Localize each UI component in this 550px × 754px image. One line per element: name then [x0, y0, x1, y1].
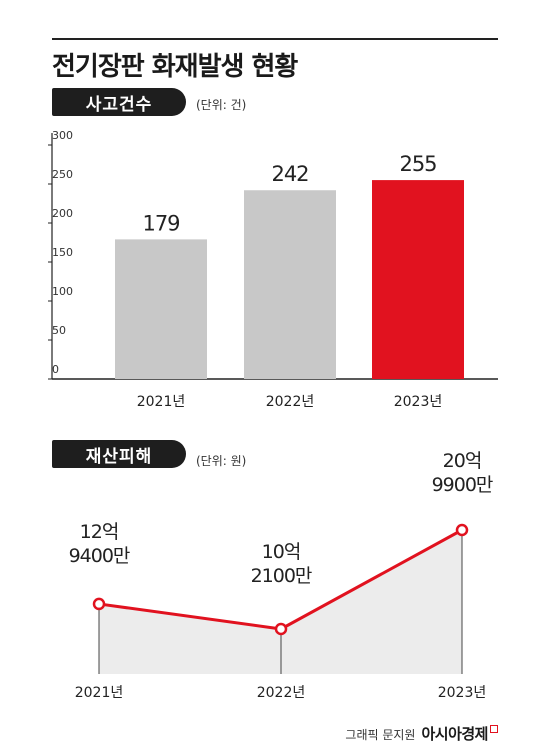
top-rule — [52, 38, 498, 40]
point-value-label-line2: 9400만 — [69, 545, 130, 567]
bar — [244, 190, 336, 379]
bar-value-label: 255 — [399, 152, 436, 176]
bar — [115, 239, 207, 379]
brand-logo: 아시아경제 — [421, 723, 498, 744]
x-tick-label: 2021년 — [137, 394, 186, 410]
line-point — [92, 597, 106, 611]
point-value-label-line2: 9900만 — [432, 474, 493, 496]
point-value-label-line1: 12억 — [80, 521, 119, 543]
y-tick-label: 200 — [52, 207, 73, 220]
line-point — [455, 523, 469, 537]
brand-name: 아시아경제 — [421, 725, 488, 743]
section-label-damage: 재산피해 — [52, 440, 186, 468]
unit-label-accidents: (단위: 건) — [196, 98, 247, 112]
point-value-label-line2: 2100만 — [251, 565, 312, 587]
x-tick-label: 2021년 — [75, 685, 124, 701]
brand-mark-icon — [490, 725, 498, 733]
point-value-label-line1: 20억 — [443, 450, 482, 472]
y-tick-label: 150 — [52, 246, 73, 259]
bar — [372, 180, 464, 379]
x-tick-label: 2023년 — [394, 394, 443, 410]
x-tick-label: 2022년 — [266, 394, 315, 410]
x-tick-label: 2023년 — [438, 685, 487, 701]
credit: 그래픽 문지원 아시아경제 — [345, 723, 498, 744]
x-tick-label: 2022년 — [257, 685, 306, 701]
y-tick-label: 250 — [52, 168, 73, 181]
point-value-label-line1: 10억 — [262, 541, 301, 563]
page-title: 전기장판 화재발생 현황 — [52, 52, 298, 82]
y-tick-label: 50 — [52, 324, 66, 337]
credit-text: 그래픽 문지원 — [345, 728, 416, 742]
bar-value-label: 179 — [142, 211, 179, 235]
y-tick-label: 300 — [52, 129, 73, 142]
y-tick-label: 0 — [52, 363, 59, 376]
unit-label-damage: (단위: 원) — [196, 454, 247, 468]
bar-value-label: 242 — [271, 162, 308, 186]
section-label-accidents: 사고건수 — [52, 88, 186, 116]
line-point — [274, 622, 288, 636]
line-area-fill — [99, 530, 462, 674]
y-tick-label: 100 — [52, 285, 73, 298]
